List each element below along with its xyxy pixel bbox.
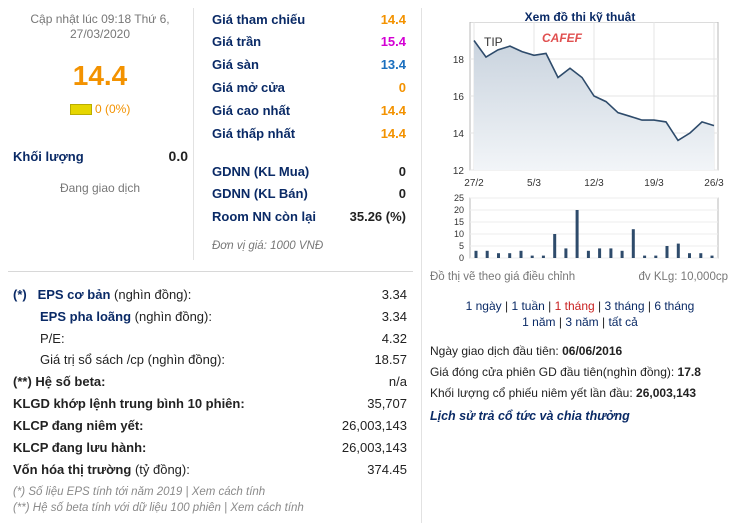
price-row: Giá mở cửa 0 bbox=[212, 80, 406, 95]
volume-tick-label: 10 bbox=[454, 229, 464, 239]
fundamental-row: P/E: 4.32 bbox=[40, 331, 407, 346]
unit-note: Đơn vị giá: 1000 VNĐ bbox=[212, 240, 324, 252]
price-tick-label: 14 bbox=[453, 129, 465, 140]
volume-bar bbox=[665, 246, 669, 258]
volume-bar bbox=[688, 253, 691, 258]
range-1-month[interactable]: 1 tháng bbox=[554, 299, 595, 313]
volume-bar bbox=[654, 255, 658, 258]
fundamental-row: (**) Hệ số beta: n/a bbox=[13, 374, 407, 389]
volume-bar bbox=[564, 248, 568, 258]
range-all[interactable]: tất cả bbox=[608, 315, 638, 329]
price-change: 0 (0%) bbox=[10, 102, 190, 116]
foreign-row: GDNN (KL Mua) 0 bbox=[212, 164, 406, 179]
volume-bar bbox=[620, 250, 624, 258]
volume-label: Khối lượng bbox=[13, 149, 84, 164]
range-3-years[interactable]: 3 năm bbox=[565, 315, 599, 329]
foreign-trading-table: GDNN (KL Mua) 0 GDNN (KL Bán) 0 Room NN cò… bbox=[212, 164, 406, 234]
adjusted-note: Đồ thị vẽ theo giá điều chỉnh bbox=[430, 271, 576, 283]
volume-bar bbox=[519, 250, 523, 258]
price-area bbox=[474, 40, 714, 170]
volume-tick-label: 25 bbox=[454, 193, 464, 203]
volume-unit: đv KLg: 10,000cp bbox=[638, 271, 728, 283]
volume-bar bbox=[530, 255, 534, 258]
volume-tick-label: 15 bbox=[454, 217, 464, 227]
volume-bar bbox=[497, 253, 500, 258]
price-table: Giá tham chiếu 14.4 Giá trần 15.4 Giá sàn 1… bbox=[212, 12, 406, 152]
price-row: Giá trần 15.4 bbox=[212, 34, 406, 49]
ticker-label: TIP bbox=[484, 35, 503, 49]
fundamental-row: EPS pha loãng (nghìn đồng): 3.34 bbox=[40, 309, 407, 324]
volume-bar bbox=[485, 250, 489, 258]
volume-bar bbox=[575, 210, 579, 258]
range-1-day[interactable]: 1 ngày bbox=[465, 299, 502, 313]
volume-bar bbox=[609, 248, 613, 258]
divider bbox=[421, 8, 422, 523]
range-1-year[interactable]: 1 năm bbox=[522, 315, 556, 329]
update-date: 27/03/2020 bbox=[69, 27, 131, 41]
range-selector: 1 ngày | 1 tuần | 1 tháng | 3 tháng | 6 … bbox=[465, 299, 695, 329]
volume-tick-label: 20 bbox=[454, 205, 464, 215]
range-6-months[interactable]: 6 tháng bbox=[654, 299, 695, 313]
volume-bar bbox=[699, 253, 703, 258]
foreign-row: Room NN còn lại 35.26 (%) bbox=[212, 209, 406, 224]
price-row: Giá sàn 13.4 bbox=[212, 57, 406, 72]
volume-bar bbox=[586, 250, 590, 258]
dividend-history-link[interactable]: Lịch sử trả cổ tức và chia thưởng bbox=[430, 409, 630, 423]
fundamental-row: KLGD khớp lệnh trung bình 10 phiên: 35,7… bbox=[13, 396, 407, 411]
listing-info: Ngày giao dịch đầu tiên: 06/06/2016 Giá … bbox=[430, 341, 730, 427]
footnote-eps[interactable]: (*) Số liệu EPS tính tới năm 2019 | Xem … bbox=[13, 486, 266, 498]
fundamental-row: KLCP đang lưu hành: 26,003,143 bbox=[13, 440, 407, 455]
first-trade-row: Ngày giao dịch đầu tiên: 06/06/2016 bbox=[430, 344, 623, 358]
volume-bar bbox=[474, 250, 478, 258]
volume-bar bbox=[598, 248, 602, 258]
fundamental-row: KLCP đang niêm yết: 26,003,143 bbox=[13, 418, 407, 433]
price-tick-label: 12 bbox=[453, 166, 465, 177]
volume-bar bbox=[631, 229, 635, 258]
current-price: 14.4 bbox=[72, 60, 128, 91]
divider bbox=[193, 8, 194, 260]
technical-chart: TIP CAFEF 12 14 16 18 27/2 5/3 12/3 19/3 26/3 0… bbox=[453, 22, 724, 263]
volume-bar bbox=[553, 234, 557, 258]
cafef-logo: CAFEF bbox=[542, 31, 583, 45]
foreign-row: GDNN (KL Bán) 0 bbox=[212, 186, 406, 201]
trading-status: Đang giao dịch bbox=[59, 181, 141, 195]
chart-title[interactable]: Xem đồ thị kỹ thuật bbox=[524, 10, 636, 24]
fundamental-row: Giá trị sổ sách /cp (nghìn đồng): 18.57 bbox=[40, 352, 407, 367]
x-tick-label: 27/2 bbox=[464, 178, 484, 189]
divider bbox=[8, 271, 413, 272]
footnote-beta[interactable]: (**) Hệ số beta tính với dữ liệu 100 phi… bbox=[13, 502, 304, 514]
price-change-value: 0 (0%) bbox=[95, 102, 131, 116]
volume-bar bbox=[676, 243, 680, 258]
first-close-row: Giá đóng cửa phiên GD đầu tiên(nghìn đồn… bbox=[430, 365, 701, 379]
x-tick-label: 12/3 bbox=[584, 178, 604, 189]
price-line bbox=[473, 40, 715, 142]
volume-bar bbox=[541, 255, 545, 258]
x-tick-label: 19/3 bbox=[644, 178, 664, 189]
price-row: Giá thấp nhất 14.4 bbox=[212, 126, 406, 141]
volume-value: 0.0 bbox=[168, 148, 188, 164]
volume-bar bbox=[508, 253, 512, 258]
price-row: Giá tham chiếu 14.4 bbox=[212, 12, 406, 27]
update-time: Cập nhật lúc 09:18 Thứ 6, bbox=[30, 12, 170, 26]
x-tick-label: 26/3 bbox=[704, 178, 724, 189]
volume-tick-label: 5 bbox=[459, 241, 464, 251]
volume-tick-label: 0 bbox=[459, 253, 464, 263]
volume-plot-frame bbox=[469, 197, 719, 259]
price-row: Giá cao nhất 14.4 bbox=[212, 103, 406, 118]
price-tick-label: 16 bbox=[453, 92, 465, 103]
volume-bar bbox=[643, 255, 647, 258]
range-1-week[interactable]: 1 tuần bbox=[511, 299, 545, 313]
first-volume-row: Khối lượng cổ phiếu niêm yết lần đầu: 26… bbox=[430, 386, 697, 400]
fundamental-row: (*) EPS cơ bản (nghìn đồng): 3.34 bbox=[13, 287, 407, 302]
x-tick-label: 5/3 bbox=[527, 178, 541, 189]
price-summary: Cập nhật lúc 09:18 Thứ 6, 27/03/2020 14.… bbox=[10, 12, 190, 116]
price-tick-label: 18 bbox=[453, 55, 465, 66]
unchanged-indicator-icon bbox=[69, 104, 92, 116]
range-3-months[interactable]: 3 tháng bbox=[604, 299, 645, 313]
volume-bar bbox=[710, 255, 714, 258]
fundamentals-table: (*) EPS cơ bản (nghìn đồng): 3.34 EPS ph… bbox=[13, 287, 407, 482]
fundamental-row: Vốn hóa thị trường (tỷ đồng): 374.45 bbox=[13, 462, 407, 477]
